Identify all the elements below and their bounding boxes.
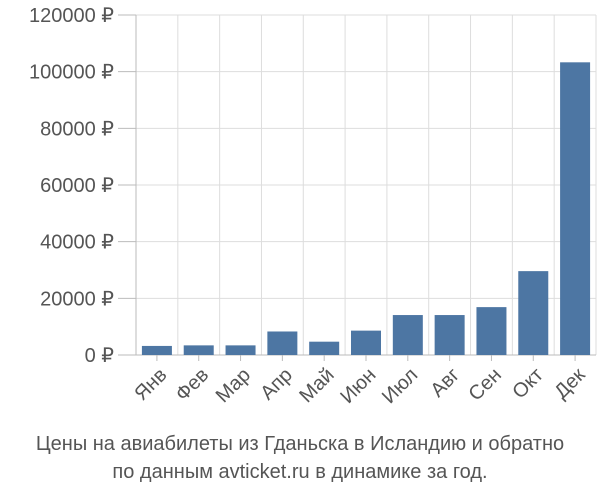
bar-Янв <box>141 345 172 355</box>
chart-caption: Цены на авиабилеты из Гданьска в Исланди… <box>0 430 600 486</box>
bar-Дек <box>560 62 591 356</box>
y-tick-label: 100000 ₽ <box>29 62 114 84</box>
x-tick-label: Июн <box>336 364 380 408</box>
bar-Окт <box>518 271 549 355</box>
y-tick-label: 0 ₽ <box>85 345 115 367</box>
x-tick-label: Окт <box>508 364 547 403</box>
y-tick-labels: 0 ₽ 20000 ₽ 40000 ₽ 60000 ₽ 80000 ₽ 100000 ₽ 1… <box>29 5 114 367</box>
x-tick-label: Дек <box>550 364 589 403</box>
y-tick-label: 60000 ₽ <box>40 175 114 197</box>
bar-Апр <box>267 331 298 355</box>
bar-Июн <box>351 330 381 355</box>
caption-line-1: Цены на авиабилеты из Гданьска в Исланди… <box>35 433 565 455</box>
caption-line-2: по данным avticket.ru в динамике за год. <box>112 461 488 483</box>
x-tick-label: Мар <box>212 364 255 407</box>
x-tick-label: Янв <box>130 364 171 405</box>
y-tick-label: 20000 ₽ <box>40 288 114 310</box>
bar-Июл <box>392 315 423 355</box>
bar-Мар <box>225 345 256 355</box>
x-tick-label: Авг <box>426 364 464 402</box>
bars <box>141 62 591 356</box>
y-tick-label: 120000 ₽ <box>29 5 114 27</box>
x-tick-label: Фев <box>172 364 214 406</box>
x-tick-label: Сен <box>464 364 505 405</box>
bar-Май <box>309 341 340 355</box>
x-tick-label: Май <box>295 364 338 407</box>
bar-Сен <box>476 307 507 355</box>
y-tick-label: 80000 ₽ <box>40 118 114 140</box>
bar-Фев <box>183 345 214 355</box>
grid-lines <box>136 14 597 356</box>
x-tick-label: Апр <box>256 364 297 405</box>
y-tick-label: 40000 ₽ <box>40 232 114 254</box>
x-tick-label: Июл <box>378 364 422 408</box>
bar-chart: 0 ₽ 20000 ₽ 40000 ₽ 60000 ₽ 80000 ₽ 100000 ₽ 1… <box>29 5 597 408</box>
bar-Авг <box>434 315 465 355</box>
